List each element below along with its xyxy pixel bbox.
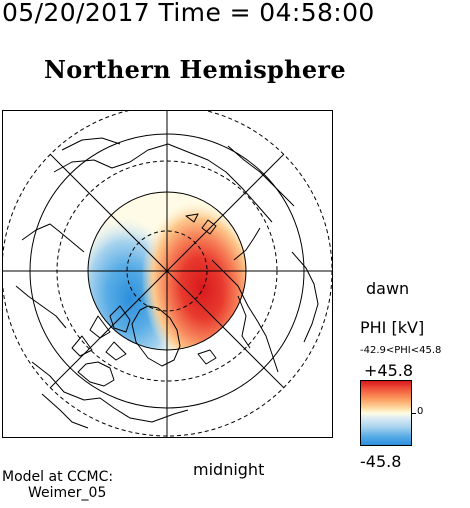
colorbar-range-text: -42.9<PHI<45.8 (360, 345, 442, 356)
polar-map-svg (2, 110, 333, 438)
midnight-label: midnight (193, 460, 265, 479)
polar-potential-map (2, 110, 333, 438)
model-credit-line2: Weimer_05 (28, 485, 107, 501)
colorbar-zero-label: 0 (417, 406, 424, 417)
colorbar-gradient (360, 380, 412, 446)
colorbar-title: PHI [kV] (360, 318, 425, 337)
model-credit-line1: Model at CCMC: (2, 469, 114, 485)
timestamp-title: 05/20/2017 Time = 04:58:00 (2, 0, 375, 27)
map-frame (2, 110, 333, 438)
colorbar-min-label: -45.8 (360, 452, 402, 471)
hemisphere-title: Northern Hemisphere (44, 55, 346, 84)
meridian-lines (2, 110, 333, 438)
colorbar-zero-tick (411, 413, 416, 414)
dawn-label: dawn (366, 279, 410, 298)
coastlines (15, 137, 319, 429)
colorbar-max-label: +45.8 (364, 361, 414, 380)
